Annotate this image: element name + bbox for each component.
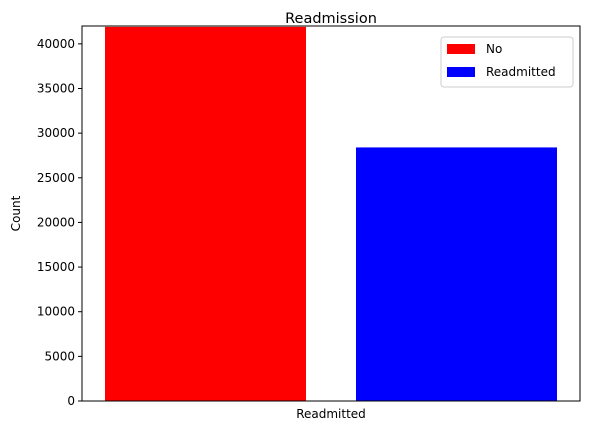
plot-frame	[81, 25, 581, 402]
legend-label-readmitted: Readmitted	[486, 65, 556, 79]
legend-label-no: No	[486, 42, 502, 56]
legend: No Readmitted	[440, 36, 574, 88]
bar-readmitted	[356, 147, 557, 401]
y-tick-label: 40000	[37, 37, 75, 51]
y-tick-label: 15000	[37, 260, 75, 274]
y-tick-label: 0	[67, 394, 75, 408]
y-axis-ticks: 0 5000 10000 15000 20000 25000 30000 35000 40000	[37, 37, 82, 408]
legend-swatch-no	[447, 44, 475, 54]
y-tick-label: 5000	[44, 349, 75, 363]
bar-no	[105, 26, 306, 402]
y-axis-label: Count	[9, 195, 23, 231]
legend-swatch-readmitted	[447, 67, 475, 77]
y-tick-label: 25000	[37, 171, 75, 185]
chart-title: Readmission	[285, 11, 377, 27]
x-axis-label: Readmitted	[296, 407, 366, 421]
y-tick-label: 30000	[37, 126, 75, 140]
y-tick-label: 10000	[37, 305, 75, 319]
y-tick-label: 35000	[37, 82, 75, 96]
bars	[105, 26, 557, 402]
y-tick-label: 20000	[37, 215, 75, 229]
